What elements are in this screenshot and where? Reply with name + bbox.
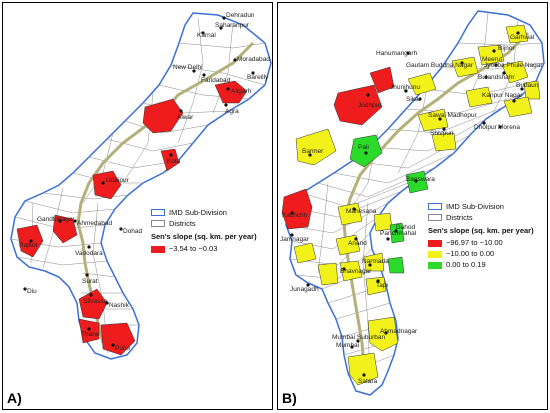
city-label: Dehradun: [226, 12, 255, 19]
red-swatch: [428, 239, 442, 247]
city-label: New Delhi: [173, 64, 203, 71]
city-label: Ahmedabad: [77, 220, 112, 227]
legend-label: Districts: [446, 212, 473, 222]
city-label: Sikar: [406, 96, 422, 103]
city-label: Gandhinagar: [37, 216, 75, 223]
green-swatch: [428, 261, 442, 269]
legend-a: IMD Sub-Division Districts Sen's slope (…: [151, 207, 257, 255]
green-districts: [349, 134, 429, 274]
city-markers: [23, 16, 255, 347]
city-label: Thane: [81, 331, 100, 338]
legend-row-class: 0.00 to 0.19: [428, 260, 534, 271]
city-label: Dohad: [123, 228, 143, 235]
city-label: Sawai Madhopur: [428, 112, 478, 119]
legend-row-subdivision: IMD Sub-Division: [151, 207, 257, 218]
city-label: Vadodara: [75, 250, 103, 257]
legend-label: −3.54 to −0.03: [169, 244, 218, 254]
city-label: Moradabad: [237, 56, 270, 63]
city-label: Mumbai Suburban: [332, 334, 385, 341]
city-label: Dholpur: [474, 124, 498, 131]
red-districts: [281, 66, 395, 230]
red-swatch: [151, 245, 165, 253]
city-label: Jamnagar: [280, 236, 310, 243]
subdivision-swatch: [151, 209, 165, 216]
city-label: Panchmahal: [380, 230, 417, 237]
legend-title: Sen's slope (sq. km. per year): [428, 226, 534, 235]
city-labels: Garhwal Hanumangarh Bijnor Gautam Buddha…: [280, 34, 543, 385]
panel-label-a: A): [7, 390, 22, 406]
river-line: [342, 31, 530, 368]
city-label: Tapi: [376, 282, 388, 289]
city-label: Jyotiba Phule Nagar: [484, 62, 543, 69]
city-label: Kanpur Nagar: [482, 92, 523, 99]
city-label: Narmada: [362, 258, 389, 265]
city-label: Udaipur: [106, 177, 130, 184]
city-label: Hanumangarh: [376, 50, 418, 57]
city-label: Morena: [498, 124, 520, 131]
legend-label: IMD Sub-Division: [169, 207, 227, 217]
legend-label: 0.00 to 0.19: [446, 260, 486, 270]
city-label: Garhwal: [510, 34, 535, 41]
legend-row-class: −3.54 to −0.03: [151, 244, 257, 255]
city-label: Rajkot: [19, 242, 38, 249]
city-label: Pune: [115, 345, 131, 352]
city-label: Meerut: [482, 56, 502, 63]
city-labels: Dehradun Saharanpur Karnal Moradabad New…: [19, 12, 270, 352]
legend-row-subdivision: IMD Sub-Division: [428, 201, 534, 212]
map-b-canvas: Garhwal Hanumangarh Bijnor Gautam Buddha…: [280, 10, 545, 396]
city-label: Saharanpur: [215, 22, 250, 29]
districts-swatch: [428, 214, 442, 221]
yellow-districts: [293, 24, 541, 386]
city-label: Banswara: [406, 176, 435, 183]
panel-label-b: B): [282, 390, 297, 406]
river-line: [76, 41, 255, 344]
map-panel-b: Garhwal Hanumangarh Bijnor Gautam Buddha…: [277, 2, 548, 410]
city-markers: [290, 31, 524, 377]
city-label: Mumbai: [336, 342, 359, 349]
city-label: Diu: [27, 288, 37, 295]
legend-label: −10.00 to 0.00: [446, 249, 495, 259]
city-label: Nashik: [109, 302, 130, 309]
city-label: Dahod: [396, 224, 416, 231]
legend-title: Sen's slope (sq. km. per year): [151, 232, 257, 241]
city-label: Jodhpur: [358, 102, 382, 109]
legend-label: Districts: [169, 218, 196, 228]
city-label: Junagadh: [290, 286, 319, 293]
city-label: Gautam Buddha Nagar: [406, 62, 474, 69]
map-a-canvas: Dehradun Saharanpur Karnal Moradabad New…: [10, 12, 272, 360]
subdivision-swatch: [428, 203, 442, 210]
city-label: Agra: [225, 108, 239, 115]
city-label: Shivpuri: [430, 130, 453, 137]
legend-b: IMD Sub-Division Districts Sen's slope (…: [428, 201, 534, 271]
city-label: Aligarh: [231, 88, 252, 95]
city-label: Anand: [348, 240, 367, 247]
city-label: Kota: [167, 158, 181, 165]
legend-label: −96.97 to −10.00: [446, 238, 503, 248]
city-label: Pali: [358, 144, 369, 151]
city-label: Karnal: [197, 32, 216, 39]
city-label: Ahmadnagar: [380, 328, 418, 335]
districts-swatch: [151, 220, 165, 227]
city-label: Mahesana: [346, 208, 377, 215]
legend-row-class: −96.97 to −10.00: [428, 238, 534, 249]
legend-label: IMD Sub-Division: [446, 201, 504, 211]
yellow-swatch: [428, 250, 442, 258]
city-label: Silvassa: [83, 298, 108, 305]
city-label: Bijnor: [498, 45, 515, 52]
city-label: Bareilly: [247, 74, 269, 81]
city-label: Kachchh: [282, 212, 308, 219]
city-label: Jhunjhunu: [390, 84, 420, 91]
city-label: Bulandshahr: [478, 74, 515, 81]
city-label: Barmer: [302, 148, 324, 155]
city-label: Faridabad: [201, 77, 231, 84]
city-label: Alwar: [177, 114, 194, 121]
city-label: Surat: [82, 278, 98, 285]
legend-row-districts: Districts: [151, 218, 257, 229]
map-panel-a: Dehradun Saharanpur Karnal Moradabad New…: [2, 2, 273, 410]
legend-row-districts: Districts: [428, 212, 534, 223]
city-label: Budaun: [516, 82, 539, 89]
city-label: Bhavnagar: [340, 268, 372, 275]
city-label: Satara: [358, 378, 378, 385]
legend-row-class: −10.00 to 0.00: [428, 249, 534, 260]
